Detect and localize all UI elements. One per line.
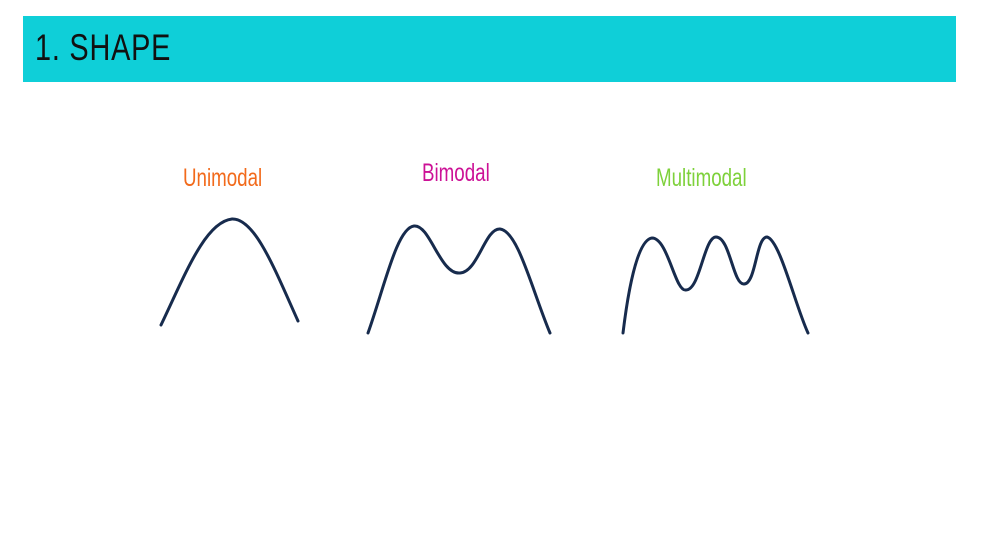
title-bar: 1. SHAPE <box>23 16 956 82</box>
slide-title: 1. SHAPE <box>35 27 172 68</box>
bimodal-curve <box>366 224 552 335</box>
bimodal-label: Bimodal <box>422 159 490 187</box>
unimodal-curve <box>159 217 300 327</box>
multimodal-label: Multimodal <box>656 164 747 192</box>
unimodal-label: Unimodal <box>183 164 263 192</box>
multimodal-curve <box>621 235 810 335</box>
